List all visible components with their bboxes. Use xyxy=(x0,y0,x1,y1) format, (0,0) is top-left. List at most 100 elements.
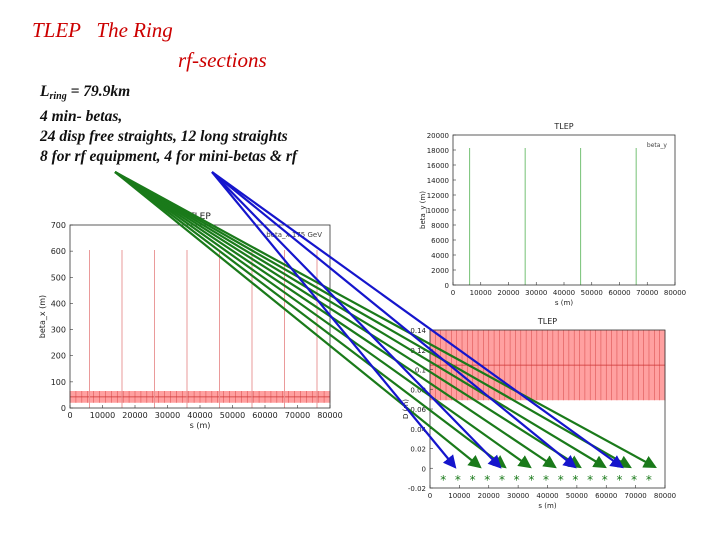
x-axis-label: s (m) xyxy=(538,502,556,510)
green-arrow xyxy=(114,171,632,469)
y-tick-label: 0.08 xyxy=(410,386,426,394)
x-tick-label: 40000 xyxy=(187,411,212,420)
x-tick-label: 0 xyxy=(451,289,455,297)
section-marker: * xyxy=(499,473,505,487)
section-marker: * xyxy=(602,473,608,487)
x-tick-label: 40000 xyxy=(536,492,558,500)
y-tick-label: 14000 xyxy=(427,177,449,185)
beta-y-plot: 0 10000 20000 30000 40000 50000 60000 70000 8000… xyxy=(413,117,693,315)
section-marker: * xyxy=(455,473,461,487)
section-marker: * xyxy=(558,473,564,487)
green-arrow xyxy=(114,171,482,469)
y-tick-label: 300 xyxy=(51,326,66,335)
y-axis-label: beta_x (m) xyxy=(38,295,47,338)
x-tick-label: 80000 xyxy=(654,492,676,500)
green-arrow xyxy=(114,171,607,469)
y-tick-label: 100 xyxy=(51,378,66,387)
arrows-layer: * * * * * * * * * * * * * * * xyxy=(114,171,657,487)
y-tick-label: 0.1 xyxy=(415,367,426,375)
y-tick-label: 0.02 xyxy=(410,446,426,454)
section-marker: * xyxy=(528,473,534,487)
y-tick-label: 0 xyxy=(61,404,66,413)
x-tick-label: 20000 xyxy=(122,411,147,420)
x-axis-label: s (m) xyxy=(190,421,211,430)
ring-length-line: Lring = 79.9km xyxy=(40,82,297,107)
blue-arrow xyxy=(211,171,502,469)
y-tick-label: 16000 xyxy=(427,162,449,170)
x-tick-label: 80000 xyxy=(664,289,686,297)
y-tick-label: 200 xyxy=(51,352,66,361)
dispersion-plot: 0 10000 20000 30000 40000 50000 60000 70000 8000… xyxy=(390,312,683,518)
x-tick-label: 80000 xyxy=(317,411,342,420)
plot-legend: beta_y xyxy=(647,142,668,149)
y-tick-label: 0 xyxy=(445,282,449,290)
x-tick-label: 60000 xyxy=(252,411,277,420)
blue-arrow xyxy=(211,171,577,469)
section-marker: * xyxy=(631,473,637,487)
x-tick-label: 60000 xyxy=(595,492,617,500)
y-tick-label: 700 xyxy=(51,221,66,230)
plot-background xyxy=(413,117,693,315)
green-arrow xyxy=(114,171,507,469)
x-tick-label: 30000 xyxy=(155,411,180,420)
x-tick-label: 30000 xyxy=(507,492,529,500)
green-arrow xyxy=(114,171,582,469)
plot-title: TLEP xyxy=(188,212,211,222)
x-axis-label: s (m) xyxy=(555,299,573,307)
y-tick-label: 600 xyxy=(51,247,66,256)
x-tick-label: 20000 xyxy=(497,289,519,297)
x-tick-label: 20000 xyxy=(478,492,500,500)
y-tick-label: 6000 xyxy=(431,237,449,245)
green-arrow xyxy=(114,171,657,469)
x-tick-label: 70000 xyxy=(636,289,658,297)
x-tick-label: 0 xyxy=(428,492,432,500)
section-marker: * xyxy=(470,473,476,487)
blue-arrow xyxy=(211,171,624,469)
section-marker: * xyxy=(543,473,549,487)
note-line-3: 24 disp free straights, 12 long straight… xyxy=(40,128,288,145)
y-tick-label: -0.02 xyxy=(408,485,426,493)
section-marker: * xyxy=(440,473,446,487)
y-tick-label: 0 xyxy=(422,465,426,473)
section-marker: * xyxy=(587,473,593,487)
x-tick-label: 10000 xyxy=(90,411,115,420)
y-tick-label: 0.14 xyxy=(410,327,426,335)
note-line-2: 4 min- betas, xyxy=(40,108,123,125)
y-tick-label: 0.04 xyxy=(410,426,426,434)
y-tick-label: 500 xyxy=(51,273,66,282)
ring-symbol: L xyxy=(40,83,50,100)
y-tick-label: 0.12 xyxy=(410,347,426,355)
x-tick-label: 0 xyxy=(67,411,72,420)
x-tick-label: 10000 xyxy=(470,289,492,297)
y-axis-label: beta_y (m) xyxy=(419,191,427,229)
x-tick-label: 50000 xyxy=(566,492,588,500)
note-line-4: 8 for rf equipment, 4 for mini-betas & r… xyxy=(40,148,298,165)
y-tick-label: 18000 xyxy=(427,147,449,155)
section-marker: * xyxy=(484,473,490,487)
x-tick-label: 10000 xyxy=(448,492,470,500)
y-tick-label: 12000 xyxy=(427,192,449,200)
y-tick-label: 0.06 xyxy=(410,406,426,414)
x-tick-label: 40000 xyxy=(553,289,575,297)
notes-block: Lring = 79.9km 4 min- betas, 24 disp fre… xyxy=(40,82,297,167)
slide-subtitle: rf-sections xyxy=(178,48,267,72)
x-tick-label: 50000 xyxy=(581,289,603,297)
section-marker: * xyxy=(646,473,652,487)
y-tick-label: 10000 xyxy=(427,207,449,215)
x-tick-label: 30000 xyxy=(525,289,547,297)
plot-legend: beta_x 175 GeV xyxy=(266,231,322,239)
y-tick-label: 4000 xyxy=(431,252,449,260)
x-tick-label: 70000 xyxy=(624,492,646,500)
x-tick-label: 50000 xyxy=(220,411,245,420)
green-arrow xyxy=(114,171,532,469)
y-tick-label: 20000 xyxy=(427,132,449,140)
x-tick-label: 70000 xyxy=(285,411,310,420)
section-marker: * xyxy=(514,473,520,487)
ring-value: = 79.9km xyxy=(66,83,131,100)
section-marker: * xyxy=(616,473,622,487)
ring-subscript: ring xyxy=(49,91,67,102)
y-tick-label: 400 xyxy=(51,299,66,308)
y-tick-label: 2000 xyxy=(431,267,449,275)
slide-title: TLEP The Ring xyxy=(32,18,173,42)
plot-title: TLEP xyxy=(537,317,557,326)
